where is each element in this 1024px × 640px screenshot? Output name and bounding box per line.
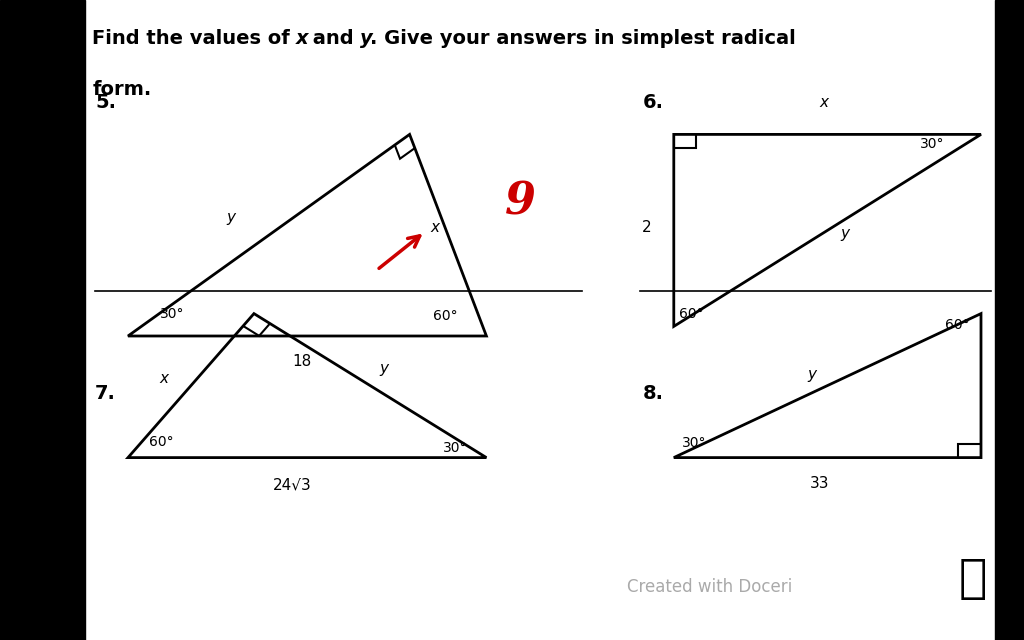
Text: 30°: 30°: [682, 436, 707, 450]
Text: y: y: [841, 226, 849, 241]
Text: 👋: 👋: [958, 557, 987, 602]
Text: 9: 9: [505, 180, 536, 223]
Text: 60°: 60°: [945, 318, 970, 332]
Text: 33: 33: [809, 476, 829, 492]
Text: y: y: [359, 29, 373, 48]
Text: Created with Doceri: Created with Doceri: [627, 579, 792, 596]
Text: 60°: 60°: [433, 308, 458, 323]
Text: Find the values of: Find the values of: [92, 29, 297, 48]
Text: x: x: [295, 29, 308, 48]
Text: and: and: [306, 29, 360, 48]
Text: 30°: 30°: [920, 137, 944, 151]
Text: 6.: 6.: [643, 93, 665, 112]
Text: 7.: 7.: [95, 384, 116, 403]
Text: y: y: [808, 367, 816, 382]
Text: 30°: 30°: [443, 441, 468, 455]
Text: . Give your answers in simplest radical: . Give your answers in simplest radical: [371, 29, 796, 48]
Text: x: x: [820, 95, 828, 110]
Text: 60°: 60°: [679, 307, 703, 321]
Text: 24√3: 24√3: [272, 477, 311, 493]
Text: 8.: 8.: [643, 384, 665, 403]
Text: 2: 2: [642, 220, 652, 235]
Text: 30°: 30°: [160, 307, 184, 321]
Bar: [0, 0, 85, 640]
Text: 5.: 5.: [95, 93, 117, 112]
Bar: [995, 0, 1024, 640]
Text: 18: 18: [293, 354, 311, 369]
Text: form.: form.: [92, 80, 152, 99]
Text: x: x: [431, 220, 439, 235]
Text: x: x: [997, 376, 1006, 392]
Text: y: y: [226, 210, 234, 225]
Text: x: x: [160, 371, 168, 387]
Text: y: y: [380, 360, 388, 376]
Text: 60°: 60°: [150, 435, 174, 449]
